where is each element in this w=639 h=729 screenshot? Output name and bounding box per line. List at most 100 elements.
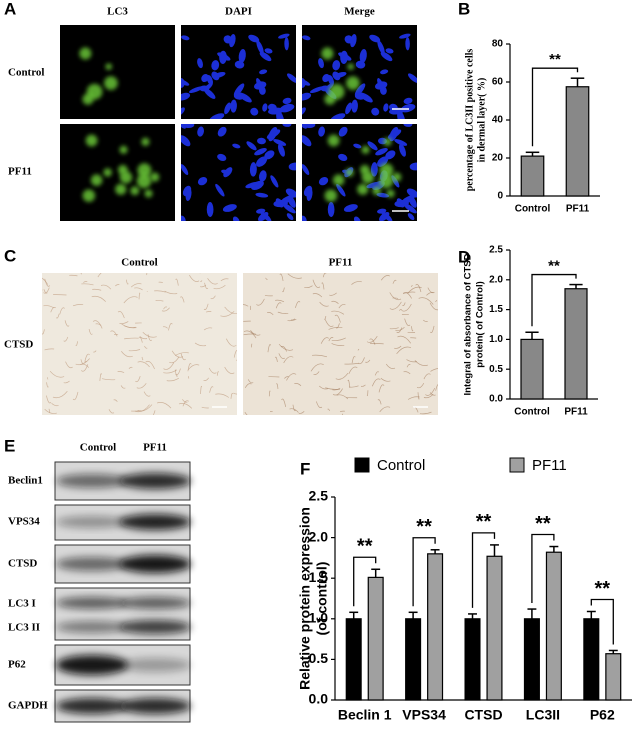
legend-label: PF11 [532, 457, 567, 474]
fiber [203, 303, 209, 310]
legend-swatch [509, 457, 525, 473]
bar [520, 338, 544, 400]
fiber [319, 385, 329, 390]
fiber [268, 390, 271, 397]
y-tick-label: 1.0 [489, 334, 503, 345]
nucleus [232, 143, 241, 149]
fiber [328, 337, 334, 342]
fiber [389, 327, 399, 330]
nucleus [371, 107, 380, 116]
y-axis-label: protein( of Control) [475, 281, 486, 368]
nucleus [403, 124, 413, 127]
bar [520, 155, 545, 197]
fiber [267, 344, 272, 353]
fiber [324, 319, 334, 327]
fiber [135, 376, 141, 383]
fiber [175, 368, 181, 376]
x-tick-label: PF11 [566, 203, 590, 214]
fiber [399, 309, 402, 311]
column-label: Control [121, 257, 157, 269]
y-tick-label: 2.0 [489, 274, 503, 285]
nucleus [377, 208, 387, 214]
y-tick-label: 2.5 [309, 488, 329, 504]
fiber [406, 364, 411, 368]
fiber [366, 390, 369, 397]
fiber [251, 343, 253, 348]
fiber [174, 369, 178, 377]
lc3-signal [383, 137, 392, 147]
fiber [101, 378, 116, 381]
fiber [377, 399, 382, 405]
row-label: Control [8, 67, 44, 79]
fiber [389, 301, 402, 310]
fiber [93, 350, 97, 353]
fiber [146, 273, 148, 276]
nucleus [285, 188, 296, 198]
fiber [128, 366, 133, 369]
nucleus [336, 183, 346, 197]
blot-band [56, 597, 128, 609]
fiber [137, 361, 150, 368]
fiber [256, 298, 265, 306]
fiber [171, 350, 184, 358]
nucleus [209, 113, 225, 119]
nucleus [282, 124, 292, 127]
column-label: DAPI [225, 6, 252, 18]
y-tick-label: 0.5 [489, 364, 503, 375]
x-tick-label: CTSD [464, 707, 502, 723]
fiber [124, 325, 137, 329]
fiber [411, 326, 414, 332]
fiber [365, 359, 371, 363]
nucleus [380, 69, 389, 75]
fiber [407, 396, 420, 400]
nucleus [385, 150, 396, 160]
nucleus [367, 141, 378, 151]
bar [486, 555, 503, 701]
nucleus [359, 48, 367, 63]
row-label: VPS34 [8, 516, 40, 528]
fiber [389, 292, 402, 301]
nucleus [259, 51, 272, 62]
nucleus [318, 58, 324, 69]
nucleus [256, 156, 268, 167]
fiber [115, 284, 120, 287]
nucleus [248, 34, 260, 43]
row-label: PF11 [8, 166, 32, 178]
blot-band [119, 698, 191, 714]
fiber [380, 377, 391, 382]
fiber [164, 290, 178, 295]
fiber [295, 301, 301, 308]
nucleus [302, 164, 310, 176]
fiber [378, 384, 385, 393]
nucleus [246, 141, 257, 151]
fiber [178, 403, 193, 409]
fiber [392, 279, 397, 284]
fiber [423, 319, 428, 322]
nucleus [343, 204, 358, 212]
fiber [286, 373, 297, 381]
fiber [233, 392, 237, 395]
fiber [44, 278, 51, 287]
fiber [331, 300, 339, 304]
fiber [415, 284, 422, 293]
fiber [88, 328, 93, 335]
fiber [419, 411, 432, 415]
nucleus [270, 175, 279, 188]
fiber [184, 273, 185, 274]
fiber [385, 363, 396, 369]
fiber [397, 335, 412, 344]
fiber [224, 366, 235, 374]
fiber [313, 371, 320, 375]
fiber [119, 321, 129, 324]
fiber [374, 371, 380, 376]
nucleus [302, 124, 316, 128]
fiber [281, 398, 286, 407]
nucleus [355, 60, 366, 69]
fiber [404, 318, 411, 326]
fiber [331, 337, 346, 341]
nucleus [345, 102, 352, 115]
nucleus [217, 153, 227, 161]
fiber [43, 289, 48, 294]
fiber [335, 372, 349, 380]
significance-bracket [531, 273, 577, 327]
